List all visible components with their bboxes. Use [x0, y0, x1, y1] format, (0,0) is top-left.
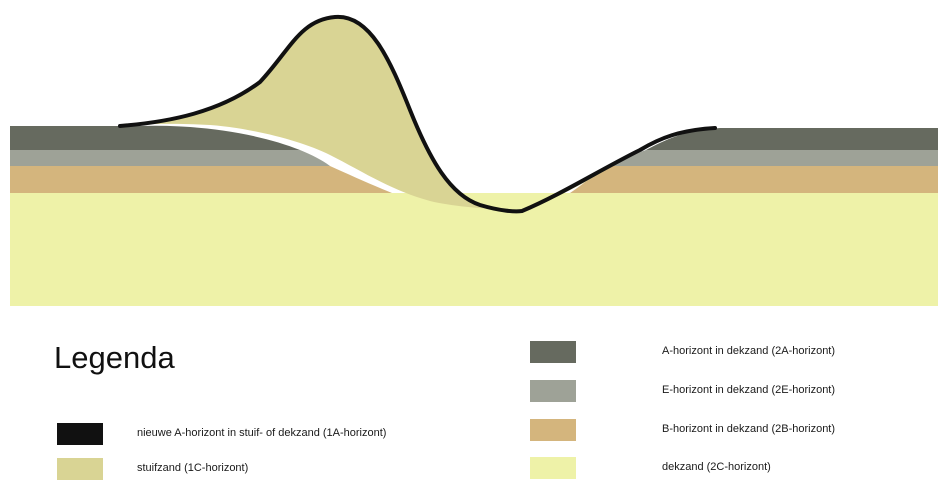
new-a-horizon-line — [118, 14, 717, 214]
legend-swatch-2e — [530, 380, 576, 402]
e-horizon-left — [10, 150, 330, 166]
legend-swatch-2a — [530, 341, 576, 363]
dekzand-layer — [10, 193, 938, 306]
e-horizon-right — [606, 150, 938, 166]
legend-label-2e: E-horizont in dekzand (2E-horizont) — [662, 384, 836, 396]
legend-swatch-1a — [57, 423, 103, 445]
legend-title: Legenda — [54, 340, 175, 375]
legend-item-2b: B-horizont in dekzand (2B-horizont) — [530, 419, 930, 443]
legend-label-1c: stuifzand (1C-horizont) — [137, 462, 249, 474]
legend-label-1a: nieuwe A-horizont in stuif- of dekzand (… — [137, 427, 387, 439]
legend-swatch-2c — [530, 457, 576, 479]
a-horizon-right — [646, 128, 938, 150]
legend-label-2c: dekzand (2C-horizont) — [662, 461, 771, 473]
legend-swatch-2b — [530, 419, 576, 441]
soil-profile-diagram — [10, 14, 938, 306]
legend-item-1c: stuifzand (1C-horizont) — [57, 458, 477, 482]
legend-item-2a: A-horizont in dekzand (2A-horizont) — [530, 341, 930, 365]
b-horizon-left — [10, 166, 392, 193]
legend-item-2e: E-horizont in dekzand (2E-horizont) — [530, 380, 930, 404]
legend-label-2a: A-horizont in dekzand (2A-horizont) — [662, 345, 836, 357]
legend-item-2c: dekzand (2C-horizont) — [530, 457, 930, 481]
legend-swatch-1c — [57, 458, 103, 480]
stuifzand-dune — [120, 16, 522, 212]
legend-label-2b: B-horizont in dekzand (2B-horizont) — [662, 423, 836, 435]
legend-item-1a: nieuwe A-horizont in stuif- of dekzand (… — [57, 423, 477, 447]
b-horizon-right — [570, 166, 938, 193]
a-horizon-left — [10, 125, 300, 150]
